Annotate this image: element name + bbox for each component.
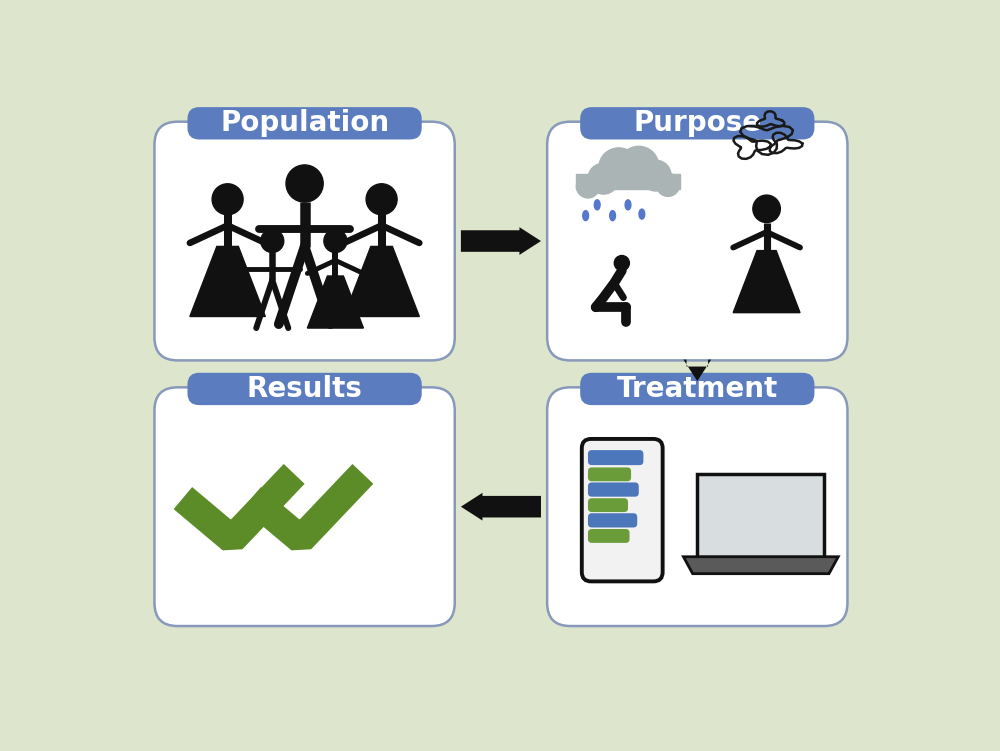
Polygon shape <box>697 474 824 556</box>
Circle shape <box>588 163 619 194</box>
FancyBboxPatch shape <box>154 388 455 626</box>
Ellipse shape <box>639 209 645 219</box>
Ellipse shape <box>583 210 589 221</box>
Polygon shape <box>190 246 265 316</box>
Circle shape <box>753 195 780 222</box>
Text: Results: Results <box>247 375 363 403</box>
Polygon shape <box>461 493 541 520</box>
Circle shape <box>366 184 397 215</box>
Polygon shape <box>683 556 838 574</box>
FancyBboxPatch shape <box>588 450 643 465</box>
FancyBboxPatch shape <box>582 439 663 581</box>
Circle shape <box>286 165 323 202</box>
FancyBboxPatch shape <box>547 122 847 360</box>
Circle shape <box>261 230 284 252</box>
Polygon shape <box>461 228 541 255</box>
Circle shape <box>599 148 639 188</box>
FancyBboxPatch shape <box>580 107 814 140</box>
FancyBboxPatch shape <box>588 498 628 512</box>
Text: Population: Population <box>220 110 389 137</box>
Circle shape <box>324 230 347 252</box>
FancyBboxPatch shape <box>588 482 639 496</box>
Bar <box>576 174 680 189</box>
Polygon shape <box>683 360 711 382</box>
Circle shape <box>656 173 680 196</box>
FancyBboxPatch shape <box>588 529 630 543</box>
FancyBboxPatch shape <box>588 513 637 527</box>
Ellipse shape <box>625 200 631 210</box>
FancyBboxPatch shape <box>154 122 455 360</box>
Polygon shape <box>174 464 305 550</box>
FancyBboxPatch shape <box>580 372 814 405</box>
Circle shape <box>212 184 243 215</box>
FancyBboxPatch shape <box>588 467 631 481</box>
FancyBboxPatch shape <box>187 372 422 405</box>
Circle shape <box>614 255 629 270</box>
Polygon shape <box>242 464 373 550</box>
Circle shape <box>640 160 671 191</box>
Ellipse shape <box>610 210 615 221</box>
Polygon shape <box>733 251 800 312</box>
Polygon shape <box>344 246 419 316</box>
Text: Treatment: Treatment <box>617 375 778 403</box>
Circle shape <box>619 146 659 186</box>
Ellipse shape <box>594 200 600 210</box>
Text: Purpose: Purpose <box>633 110 761 137</box>
FancyBboxPatch shape <box>547 388 847 626</box>
Polygon shape <box>307 276 363 328</box>
FancyBboxPatch shape <box>187 107 422 140</box>
Circle shape <box>576 175 600 198</box>
